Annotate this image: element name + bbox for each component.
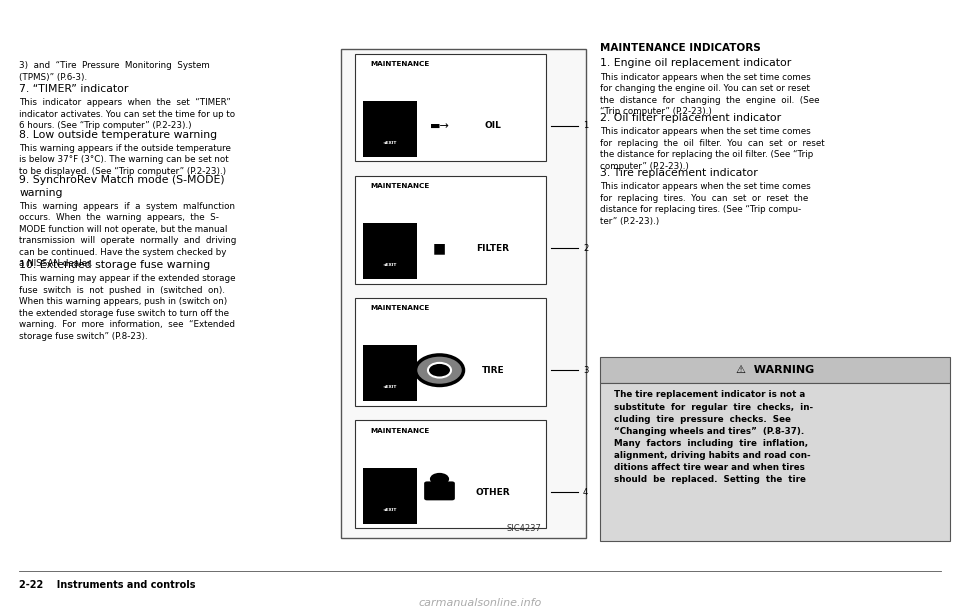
Circle shape bbox=[416, 355, 464, 386]
Text: ◄EXIT: ◄EXIT bbox=[383, 141, 397, 145]
Text: This indicator appears when the set time comes
for changing the engine oil. You : This indicator appears when the set time… bbox=[600, 73, 820, 116]
Bar bbox=[363, 223, 417, 279]
Text: 3)  and  “Tire  Pressure  Monitoring  System
(TPMS)” (P.6-3).: 3) and “Tire Pressure Monitoring System … bbox=[19, 61, 210, 81]
Text: 1. Engine oil replacement indicator: 1. Engine oil replacement indicator bbox=[600, 58, 791, 68]
Text: 10. Extended storage fuse warning: 10. Extended storage fuse warning bbox=[19, 260, 210, 270]
Bar bbox=[341, 49, 586, 538]
Text: MAINTENANCE: MAINTENANCE bbox=[371, 428, 430, 434]
Bar bbox=[363, 467, 417, 524]
Text: 7. “TIMER” indicator: 7. “TIMER” indicator bbox=[19, 84, 129, 93]
Text: The tire replacement indicator is not a
substitute  for  regular  tire  checks, : The tire replacement indicator is not a … bbox=[614, 390, 813, 485]
Text: 3. Tire replacement indicator: 3. Tire replacement indicator bbox=[600, 168, 757, 178]
Text: OTHER: OTHER bbox=[475, 488, 511, 497]
Bar bbox=[363, 345, 417, 401]
Text: ◄EXIT: ◄EXIT bbox=[383, 386, 397, 389]
Text: 3: 3 bbox=[583, 366, 588, 375]
Text: 2: 2 bbox=[583, 244, 588, 252]
Text: This warning may appear if the extended storage
fuse  switch  is  not  pushed  i: This warning may appear if the extended … bbox=[19, 274, 236, 340]
Text: SIC4237: SIC4237 bbox=[507, 524, 541, 533]
Text: ◄EXIT: ◄EXIT bbox=[383, 508, 397, 511]
Text: OIL: OIL bbox=[485, 122, 501, 130]
Text: 2-22    Instruments and controls: 2-22 Instruments and controls bbox=[19, 580, 196, 590]
Text: TIRE: TIRE bbox=[482, 366, 504, 375]
Circle shape bbox=[428, 363, 451, 378]
Text: ■: ■ bbox=[433, 241, 446, 255]
Text: MAINTENANCE: MAINTENANCE bbox=[371, 61, 430, 67]
Text: 8. Low outside temperature warning: 8. Low outside temperature warning bbox=[19, 130, 217, 139]
Text: ◄EXIT: ◄EXIT bbox=[383, 263, 397, 267]
Text: MAINTENANCE: MAINTENANCE bbox=[371, 183, 430, 189]
Text: This indicator appears when the set time comes
for  replacing  tires.  You  can : This indicator appears when the set time… bbox=[600, 182, 811, 225]
Text: MAINTENANCE INDICATORS: MAINTENANCE INDICATORS bbox=[600, 43, 760, 53]
Bar bbox=[355, 54, 546, 161]
Text: This  warning  appears  if  a  system  malfunction
occurs.  When  the  warning  : This warning appears if a system malfunc… bbox=[19, 202, 236, 268]
Text: 2. Oil filter replacement indicator: 2. Oil filter replacement indicator bbox=[600, 113, 781, 123]
FancyBboxPatch shape bbox=[424, 481, 455, 500]
Bar bbox=[355, 420, 546, 528]
Text: 9. SynchroRev Match mode (S-MODE)
warning: 9. SynchroRev Match mode (S-MODE) warnin… bbox=[19, 175, 225, 198]
Text: carmanualsonline.info: carmanualsonline.info bbox=[419, 598, 541, 608]
Text: This indicator appears when the set time comes
for  replacing  the  oil  filter.: This indicator appears when the set time… bbox=[600, 128, 825, 170]
Bar bbox=[600, 383, 950, 541]
Bar bbox=[600, 357, 950, 383]
Bar bbox=[363, 101, 417, 157]
Circle shape bbox=[430, 473, 449, 485]
Bar bbox=[355, 298, 546, 406]
Text: 1: 1 bbox=[583, 122, 588, 130]
Text: ▬→: ▬→ bbox=[429, 121, 449, 131]
Text: FILTER: FILTER bbox=[476, 244, 510, 252]
Text: ⚠  WARNING: ⚠ WARNING bbox=[736, 365, 814, 375]
Text: 4: 4 bbox=[583, 488, 588, 497]
Bar bbox=[355, 176, 546, 284]
Text: This  indicator  appears  when  the  set  “TIMER”
indicator activates. You can s: This indicator appears when the set “TIM… bbox=[19, 98, 235, 130]
Text: MAINTENANCE: MAINTENANCE bbox=[371, 306, 430, 312]
Text: This warning appears if the outside temperature
is below 37°F (3°C). The warning: This warning appears if the outside temp… bbox=[19, 144, 231, 176]
